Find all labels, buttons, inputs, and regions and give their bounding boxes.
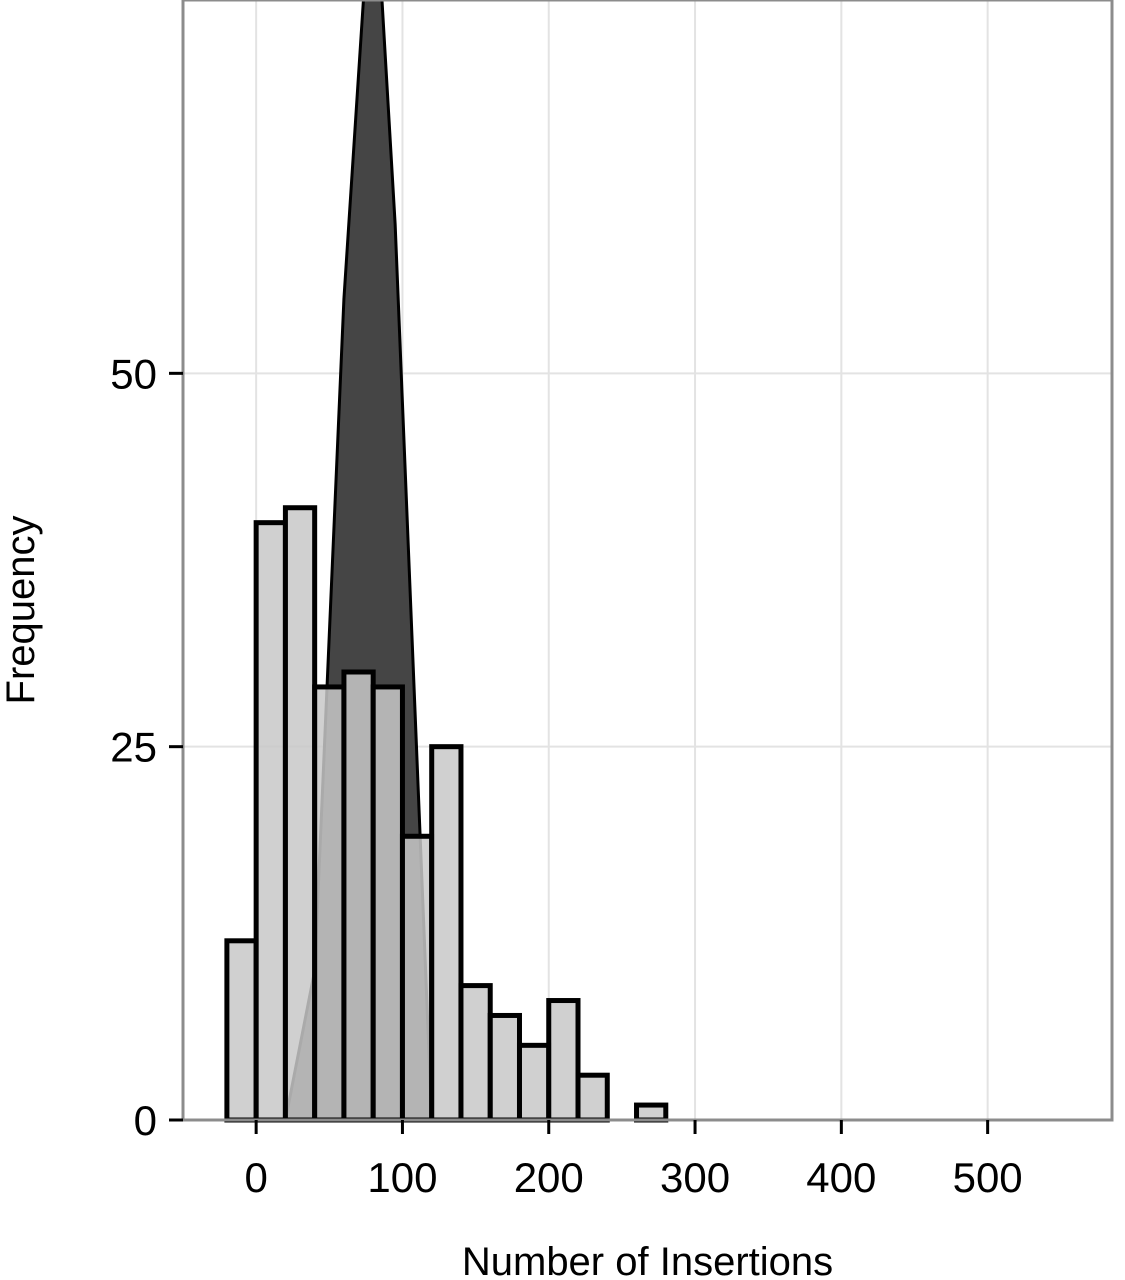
histogram-bar — [253, 520, 288, 1123]
histogram-bar — [487, 1012, 522, 1123]
x-axis-title: Number of Insertions — [462, 1240, 833, 1280]
x-tick-label: 200 — [514, 1154, 584, 1201]
plot-frame — [181, 0, 1114, 1122]
tick-labels: 0 100 200 300 400 500 0 25 50 — [110, 350, 1022, 1201]
histogram-bar — [341, 669, 376, 1123]
x-tick-label: 500 — [953, 1154, 1023, 1201]
x-tick-label: 300 — [660, 1154, 730, 1201]
y-tick-label: 0 — [134, 1097, 157, 1144]
histogram-bar — [282, 505, 318, 1123]
histogram-bar — [312, 684, 347, 1123]
y-tick-label: 50 — [110, 350, 157, 397]
x-tick-label: 100 — [367, 1154, 437, 1201]
histogram-bar — [634, 1102, 669, 1123]
x-tick-label: 400 — [806, 1154, 876, 1201]
histogram-bar — [399, 833, 435, 1123]
y-axis-title: Frequency — [0, 516, 43, 705]
histogram-bar — [516, 1042, 552, 1123]
histogram-bar — [546, 998, 581, 1123]
y-tick-label: 25 — [110, 724, 157, 771]
histogram-bars — [224, 505, 669, 1123]
histogram-bar — [370, 684, 405, 1123]
axes — [169, 0, 1114, 1134]
x-tick-label: 0 — [244, 1154, 267, 1201]
histogram-bar — [224, 938, 259, 1123]
histogram-bar — [575, 1072, 610, 1123]
histogram-bar — [458, 983, 493, 1123]
histogram-bar — [429, 744, 464, 1123]
